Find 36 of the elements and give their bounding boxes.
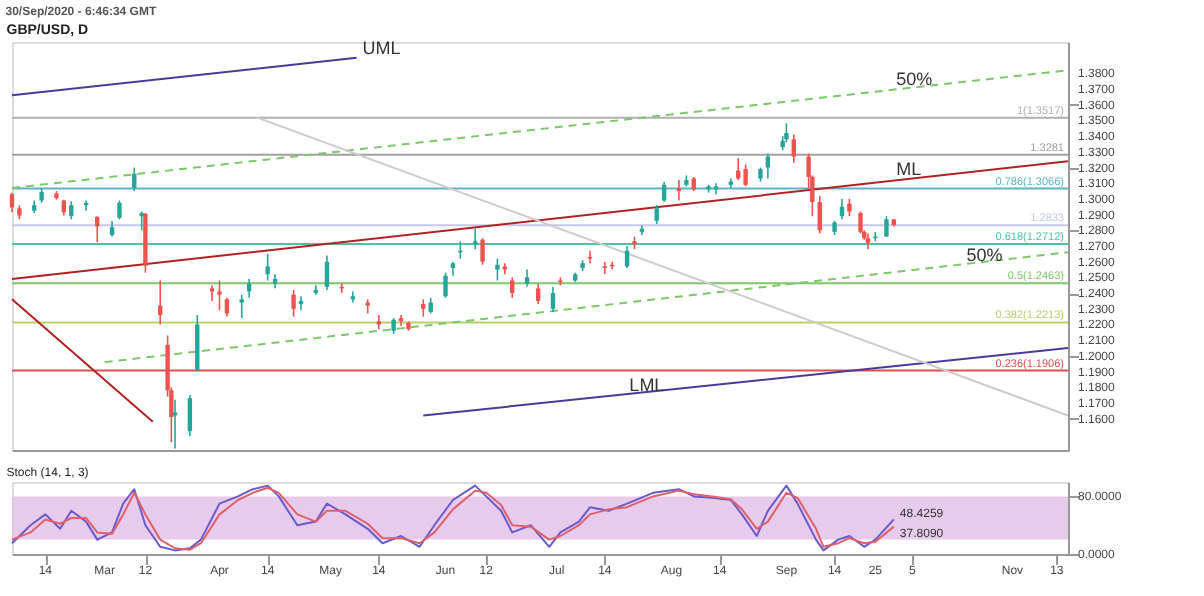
annotation: 50%: [966, 245, 1003, 266]
candlestick: [265, 253, 270, 282]
candlestick: [69, 200, 74, 221]
candlestick: [736, 157, 741, 181]
candlestick: [224, 296, 230, 318]
annotation: 50%: [896, 69, 933, 90]
candlestick: [743, 163, 748, 188]
candlestick: [443, 271, 448, 299]
candlestick: [195, 314, 200, 373]
candlestick: [139, 210, 144, 232]
candlestick: [765, 152, 771, 180]
annotation: LML: [629, 375, 665, 396]
candlestick: [884, 215, 889, 238]
annotation: UML: [362, 37, 401, 58]
candlestick: [209, 284, 215, 302]
candlestick: [9, 191, 15, 214]
candlestick: [187, 394, 193, 437]
candlestick: [495, 257, 500, 282]
candlestick: [602, 260, 608, 276]
candlestick: [535, 282, 541, 305]
candlestick: [117, 199, 122, 221]
candlestick: [587, 249, 593, 265]
candlestick: [858, 210, 863, 235]
candlestick: [654, 204, 659, 225]
candlestick: [421, 298, 426, 318]
candlestick: [132, 166, 137, 192]
candlestick: [791, 133, 797, 164]
candlestick: [784, 122, 789, 144]
candlestick: [246, 278, 252, 299]
candlestick: [324, 254, 330, 291]
candlestick: [291, 289, 296, 318]
candlestick: [817, 194, 822, 235]
candlestick: [550, 286, 556, 313]
candlestick: [217, 279, 222, 312]
candlestick: [480, 237, 485, 266]
annotation: ML: [896, 158, 922, 179]
